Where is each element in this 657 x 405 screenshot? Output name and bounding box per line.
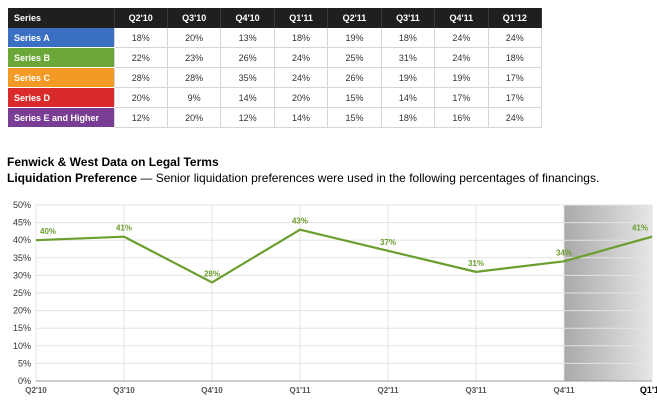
series-label: Series B (8, 47, 115, 68)
table-cell: 24% (434, 28, 489, 48)
table-cell: 23% (167, 47, 222, 68)
table-cell: 19% (327, 28, 382, 48)
table-row: Series A 18% 20% 13% 18% 19% 18% 24% 24% (8, 28, 543, 48)
series-percentage-table: Series Q2'10 Q3'10 Q4'10 Q1'11 Q2'11 Q3'… (8, 8, 543, 128)
section-subtitle: Liquidation Preference — Senior liquidat… (7, 171, 599, 185)
table-cell: 17% (488, 87, 543, 108)
table-cell: 18% (274, 28, 329, 48)
data-label: 41% (116, 224, 132, 233)
table-cell: 15% (327, 107, 382, 128)
table-row: Series E and Higher 12% 20% 12% 14% 15% 18% 16%… (8, 107, 543, 128)
y-tick-label: 50% (13, 200, 31, 210)
y-tick-label: 45% (13, 218, 31, 228)
y-tick-label: 40% (13, 235, 31, 245)
table-cell: 24% (274, 47, 329, 68)
column-header: Series (8, 8, 115, 28)
data-label: 40% (40, 227, 56, 236)
x-tick-label: Q2'11 (377, 386, 399, 395)
table-cell: 24% (274, 67, 329, 88)
table-cell: 24% (434, 47, 489, 68)
column-header: Q4'11 (434, 8, 489, 28)
table-cell: 9% (167, 87, 222, 108)
table-cell: 35% (220, 67, 275, 88)
y-tick-label: 15% (13, 323, 31, 333)
table-cell: 26% (327, 67, 382, 88)
table-row: Series D 20% 9% 14% 20% 15% 14% 17% 17% (8, 87, 543, 108)
table-row: Series B 22% 23% 26% 24% 25% 31% 24% 18% (8, 47, 543, 68)
table-cell: 31% (381, 47, 436, 68)
data-label: 31% (468, 259, 484, 268)
x-tick-label: Q4'11 (553, 386, 575, 395)
table-cell: 18% (381, 28, 436, 48)
series-label: Series A (8, 28, 115, 48)
table-cell: 18% (488, 47, 543, 68)
y-tick-label: 10% (13, 341, 31, 351)
series-label: Series E and Higher (8, 107, 115, 128)
table-cell: 24% (488, 28, 543, 48)
y-tick-label: 35% (13, 253, 31, 263)
column-header: Q1'12 (488, 8, 543, 28)
table-header-row: Series Q2'10 Q3'10 Q4'10 Q1'11 Q2'11 Q3'… (8, 8, 543, 28)
column-header: Q4'10 (220, 8, 275, 28)
table-cell: 20% (274, 87, 329, 108)
table-cell: 25% (327, 47, 382, 68)
column-header: Q2'11 (327, 8, 382, 28)
column-header: Q3'10 (167, 8, 222, 28)
table-cell: 14% (220, 87, 275, 108)
table-cell: 19% (434, 67, 489, 88)
data-label: 34% (556, 248, 572, 257)
data-label: 41% (632, 224, 648, 233)
series-label: Series D (8, 87, 115, 108)
table-cell: 26% (220, 47, 275, 68)
x-tick-label: Q4'10 (201, 386, 223, 395)
table-cell: 18% (381, 107, 436, 128)
x-tick-label: Q1'12 (640, 385, 657, 395)
table-cell: 28% (167, 67, 222, 88)
table-cell: 18% (114, 28, 168, 48)
table-cell: 20% (167, 28, 222, 48)
table-cell: 20% (167, 107, 222, 128)
column-header: Q2'10 (114, 8, 168, 28)
table-cell: 12% (220, 107, 275, 128)
y-tick-label: 25% (13, 288, 31, 298)
x-tick-label: Q3'10 (113, 386, 135, 395)
table-cell: 28% (114, 67, 168, 88)
column-header: Q3'11 (381, 8, 436, 28)
table-cell: 17% (434, 87, 489, 108)
y-tick-label: 30% (13, 270, 31, 280)
column-header: Q1'11 (274, 8, 329, 28)
x-tick-label: Q2'10 (25, 386, 47, 395)
table-cell: 15% (327, 87, 382, 108)
table-cell: 14% (381, 87, 436, 108)
table-cell: 24% (488, 107, 543, 128)
subtitle-term: Liquidation Preference (7, 171, 138, 185)
y-tick-label: 0% (18, 376, 31, 386)
data-label: 28% (204, 269, 220, 278)
table-cell: 13% (220, 28, 275, 48)
table-cell: 12% (114, 107, 168, 128)
liquidation-preference-chart: 0% 5% 10% 15% 20% 25% 30% 35% 40% 45% 50% Q2'10 Q3'1… (13, 200, 657, 395)
table-cell: 20% (114, 87, 168, 108)
data-label: 43% (292, 217, 308, 226)
data-label: 37% (380, 238, 396, 247)
y-tick-label: 5% (18, 358, 31, 368)
table-cell: 19% (381, 67, 436, 88)
table-cell: 22% (114, 47, 168, 68)
section-title: Fenwick & West Data on Legal Terms (7, 155, 219, 169)
x-tick-label: Q1'11 (289, 386, 311, 395)
table-cell: 17% (488, 67, 543, 88)
y-tick-label: 20% (13, 306, 31, 316)
series-label: Series C (8, 67, 115, 88)
table-cell: 16% (434, 107, 489, 128)
subtitle-description: — Senior liquidation preferences were us… (137, 171, 600, 185)
series-line (35, 228, 653, 284)
table-row: Series C 28% 28% 35% 24% 26% 19% 19% 17% (8, 67, 543, 88)
x-tick-label: Q3'11 (465, 386, 487, 395)
table-cell: 14% (274, 107, 329, 128)
